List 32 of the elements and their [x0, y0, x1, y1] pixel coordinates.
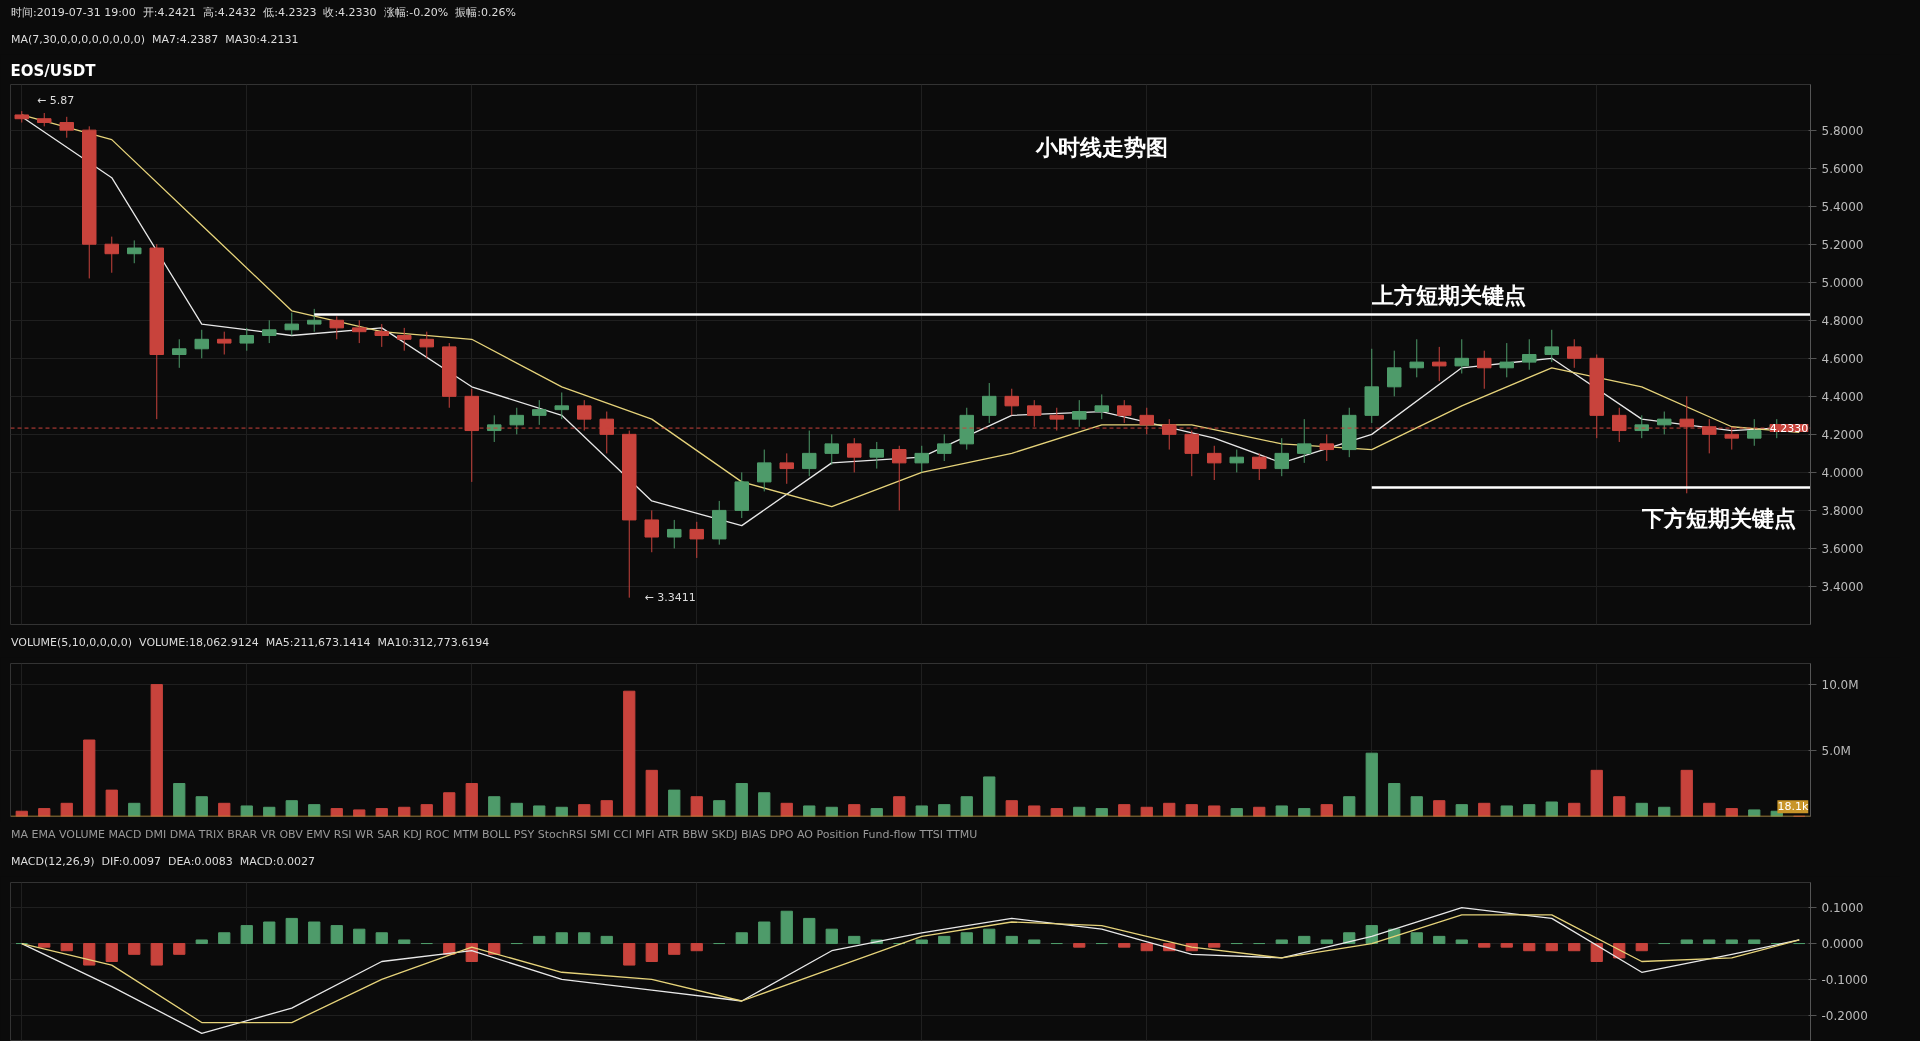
- y-tick-label: 0.0000: [1821, 937, 1864, 952]
- y-tick-label: 3.6000: [1821, 541, 1864, 556]
- y-tick-label: 5.8000: [1821, 123, 1864, 138]
- y-tick-label: 4.8000: [1821, 313, 1864, 328]
- ref-line-label: 上方短期关键点: [1370, 283, 1526, 309]
- text: MA EMA VOLUME MACD DMI DMA TRIX BRAR VR OBV EMV RSI WR SAR KDJ ROC MTM BOLL PSY StochRSI SMI CCI MFI ATR BBW SKDJ BIAS DPO AO Position Fund-flow TTSI TTMU: [11, 827, 978, 843]
- text: MACD(12,26,9) DIF:0.0097 DEA:0.0083 MACD:0.0027: [11, 854, 316, 870]
- ref-line-label: 4.2330: [1769, 422, 1809, 436]
- y-tick-label: -0.1000: [1821, 972, 1868, 987]
- y-tick-label: 5.2000: [1821, 237, 1864, 252]
- annotation: ← 5.87: [37, 94, 75, 108]
- y-tick-label: 4.6000: [1821, 351, 1864, 366]
- y-tick-label: -0.2000: [1821, 1008, 1868, 1023]
- y-tick-label: 5.6000: [1821, 161, 1864, 176]
- y-tick-label: 10.0M: [1821, 677, 1859, 692]
- y-tick-label: 5.4000: [1821, 199, 1864, 214]
- y-tick-label: 5.0M: [1821, 743, 1851, 758]
- y-tick-label: 4.4000: [1821, 389, 1864, 404]
- chart-title: EOS/USDT: [10, 61, 97, 80]
- y-tick-label: 3.8000: [1821, 503, 1864, 518]
- ref-line-label: 下方短期关键点: [1640, 506, 1796, 532]
- text: VOLUME(5,10,0,0,0,0) VOLUME:18,062.9124 MA5:211,673.1414 MA10:312,773.6194: [11, 635, 490, 651]
- y-tick-label: 4.0000: [1821, 465, 1864, 480]
- text: MA(7,30,0,0,0,0,0,0,0,0) MA7:4.2387 MA30:4.2131: [11, 32, 299, 48]
- annotation: ← 3.3411: [644, 591, 696, 605]
- annotation: 小时线走势图: [1034, 135, 1168, 161]
- text: 时间:2019-07-31 19:00 开:4.2421 高:4.2432 低:4.2323 收:4.2330 涨幅:-0.20% 振幅:0.26%: [11, 5, 516, 21]
- y-tick-label: 0.1000: [1821, 901, 1864, 916]
- ref-line-label: 18.1k: [1777, 800, 1809, 814]
- y-tick-label: 5.0000: [1821, 275, 1864, 290]
- y-tick-label: 4.2000: [1821, 427, 1864, 442]
- y-tick-label: 3.4000: [1821, 579, 1864, 594]
